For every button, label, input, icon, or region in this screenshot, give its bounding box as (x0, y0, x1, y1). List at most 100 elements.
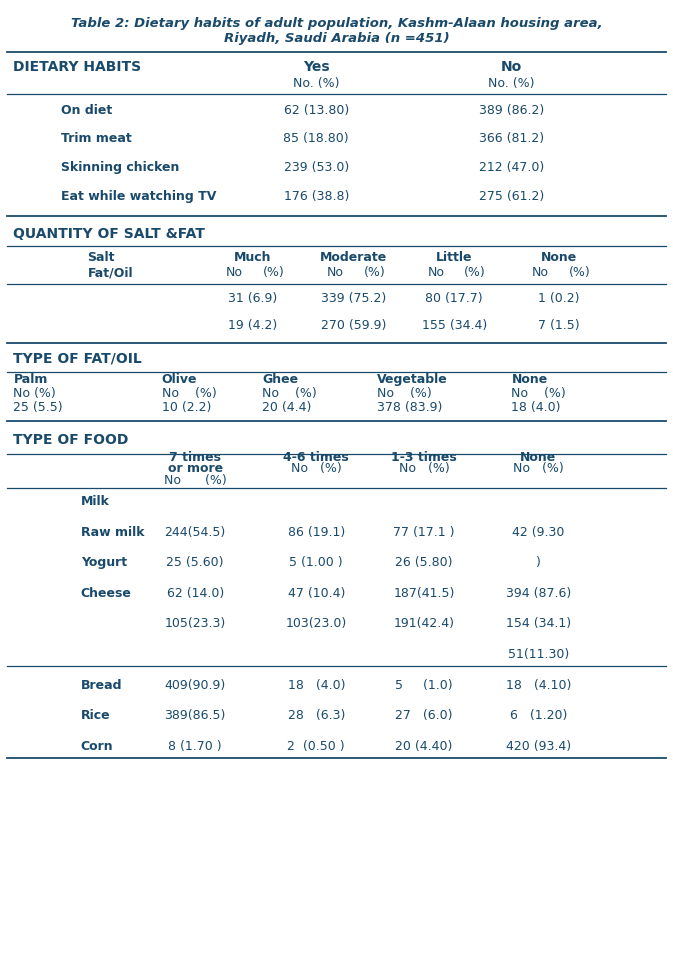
Text: 18 (4.0): 18 (4.0) (511, 401, 561, 414)
Text: Trim meat: Trim meat (61, 132, 131, 145)
Text: No    (%): No (%) (377, 387, 431, 400)
Text: 366 (81.2): 366 (81.2) (479, 132, 544, 145)
Text: or more: or more (168, 462, 223, 476)
Text: Ghee: Ghee (262, 373, 299, 387)
Text: On diet: On diet (61, 103, 112, 117)
Text: 270 (59.9): 270 (59.9) (320, 319, 386, 332)
Text: Little: Little (436, 251, 472, 264)
Text: Raw milk: Raw milk (81, 525, 144, 539)
Text: None: None (520, 451, 557, 464)
Text: 20 (4.4): 20 (4.4) (262, 401, 312, 414)
Text: (%): (%) (569, 266, 590, 279)
Text: 2  (0.50 ): 2 (0.50 ) (287, 740, 345, 753)
Text: Cheese: Cheese (81, 587, 132, 600)
Text: 47 (10.4): 47 (10.4) (287, 587, 345, 600)
Text: 27   (6.0): 27 (6.0) (395, 709, 453, 723)
Text: No (%): No (%) (13, 387, 57, 400)
Text: 19 (4.2): 19 (4.2) (227, 319, 277, 332)
Text: No: No (225, 266, 242, 279)
Text: 20 (4.40): 20 (4.40) (395, 740, 453, 753)
Text: 105(23.3): 105(23.3) (164, 617, 226, 631)
Text: (%): (%) (262, 266, 284, 279)
Text: 42 (9.30: 42 (9.30 (512, 525, 565, 539)
Text: 85 (18.80): 85 (18.80) (283, 132, 349, 145)
Text: 51(11.30): 51(11.30) (507, 648, 569, 661)
Text: Olive: Olive (162, 373, 197, 387)
Text: 62 (14.0): 62 (14.0) (166, 587, 224, 600)
Text: Vegetable: Vegetable (377, 373, 448, 387)
Text: (%): (%) (363, 266, 385, 279)
Text: 6   (1.20): 6 (1.20) (509, 709, 567, 723)
Text: 409(90.9): 409(90.9) (164, 679, 226, 692)
Text: 187(41.5): 187(41.5) (393, 587, 455, 600)
Text: Milk: Milk (81, 495, 110, 508)
Text: No: No (532, 266, 548, 279)
Text: No    (%): No (%) (511, 387, 566, 400)
Text: 86 (19.1): 86 (19.1) (287, 525, 345, 539)
Text: Yes: Yes (303, 60, 330, 74)
Text: No. (%): No. (%) (293, 77, 340, 90)
Text: Salt: Salt (87, 251, 115, 264)
Text: ): ) (536, 556, 541, 569)
Text: 7 times: 7 times (169, 451, 221, 464)
Text: 191(42.4): 191(42.4) (394, 617, 454, 631)
Text: 5     (1.0): 5 (1.0) (395, 679, 453, 692)
Text: No: No (326, 266, 343, 279)
Text: 18   (4.0): 18 (4.0) (287, 679, 345, 692)
Text: 62 (13.80): 62 (13.80) (284, 103, 349, 117)
Text: No    (%): No (%) (262, 387, 317, 400)
Text: No: No (427, 266, 444, 279)
Text: 394 (87.6): 394 (87.6) (506, 587, 571, 600)
Text: 7 (1.5): 7 (1.5) (538, 319, 579, 332)
Text: None: None (511, 373, 548, 387)
Text: 4-6 times: 4-6 times (283, 451, 349, 464)
Text: 26 (5.80): 26 (5.80) (395, 556, 453, 569)
Text: 239 (53.0): 239 (53.0) (284, 161, 349, 174)
Text: No. (%): No. (%) (488, 77, 535, 90)
Text: No: No (501, 60, 522, 74)
Text: Much: Much (234, 251, 271, 264)
Text: TYPE OF FOOD: TYPE OF FOOD (13, 434, 129, 447)
Text: 275 (61.2): 275 (61.2) (479, 189, 544, 203)
Text: 176 (38.8): 176 (38.8) (283, 189, 349, 203)
Text: 420 (93.4): 420 (93.4) (506, 740, 571, 753)
Text: (%): (%) (464, 266, 486, 279)
Text: Bread: Bread (81, 679, 122, 692)
Text: No    (%): No (%) (162, 387, 216, 400)
Text: 244(54.5): 244(54.5) (164, 525, 226, 539)
Text: 31 (6.9): 31 (6.9) (227, 292, 277, 305)
Text: 25 (5.5): 25 (5.5) (13, 401, 63, 414)
Text: 5 (1.00 ): 5 (1.00 ) (289, 556, 343, 569)
Text: Skinning chicken: Skinning chicken (61, 161, 179, 174)
Text: 212 (47.0): 212 (47.0) (479, 161, 544, 174)
Text: No   (%): No (%) (513, 462, 564, 476)
Text: 155 (34.4): 155 (34.4) (422, 319, 487, 332)
Text: 80 (17.7): 80 (17.7) (425, 292, 483, 305)
Text: 103(23.0): 103(23.0) (285, 617, 347, 631)
Text: 1-3 times: 1-3 times (391, 451, 457, 464)
Text: Moderate: Moderate (320, 251, 387, 264)
Text: 77 (17.1 ): 77 (17.1 ) (393, 525, 455, 539)
Text: 389 (86.2): 389 (86.2) (479, 103, 544, 117)
Text: No   (%): No (%) (398, 462, 450, 476)
Text: 389(86.5): 389(86.5) (164, 709, 226, 723)
Text: Corn: Corn (81, 740, 113, 753)
Text: Riyadh, Saudi Arabia (n =451): Riyadh, Saudi Arabia (n =451) (223, 32, 450, 45)
Text: 154 (34.1): 154 (34.1) (506, 617, 571, 631)
Text: Table 2: Dietary habits of adult population, Kashm-Alaan housing area,: Table 2: Dietary habits of adult populat… (71, 17, 602, 31)
Text: Eat while watching TV: Eat while watching TV (61, 189, 216, 203)
Text: Rice: Rice (81, 709, 110, 723)
Text: 8 (1.70 ): 8 (1.70 ) (168, 740, 222, 753)
Text: 378 (83.9): 378 (83.9) (377, 401, 442, 414)
Text: Yogurt: Yogurt (81, 556, 127, 569)
Text: 28   (6.3): 28 (6.3) (287, 709, 345, 723)
Text: 1 (0.2): 1 (0.2) (538, 292, 579, 305)
Text: QUANTITY OF SALT &FAT: QUANTITY OF SALT &FAT (13, 228, 205, 241)
Text: TYPE OF FAT/OIL: TYPE OF FAT/OIL (13, 352, 142, 366)
Text: Palm: Palm (13, 373, 48, 387)
Text: 10 (2.2): 10 (2.2) (162, 401, 211, 414)
Text: Fat/Oil: Fat/Oil (87, 266, 133, 279)
Text: 18   (4.10): 18 (4.10) (505, 679, 571, 692)
Text: 25 (5.60): 25 (5.60) (166, 556, 224, 569)
Text: 339 (75.2): 339 (75.2) (321, 292, 386, 305)
